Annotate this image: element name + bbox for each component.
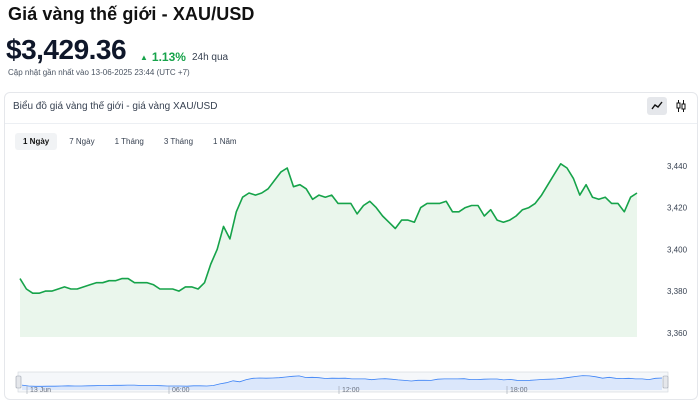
chart-title: Biểu đồ giá vàng thế giới - giá vàng XAU… — [13, 101, 218, 112]
tab-1-day[interactable]: 1 Ngày — [15, 133, 58, 150]
price-series-line — [19, 163, 638, 295]
last-updated: Cập nhật gần nhất vào 13-06-2025 23:44 (… — [8, 68, 190, 77]
line-chart-button[interactable] — [647, 97, 667, 115]
range-navigator[interactable]: 13 Jun 06:00 12:00 18:00 — [15, 371, 669, 394]
navigator-time-label: 18:00 — [510, 387, 528, 394]
navigator-left-handle[interactable] — [15, 375, 22, 389]
candlestick-icon — [676, 100, 686, 112]
y-tick-label: 3,440 — [667, 162, 688, 171]
tab-1-year[interactable]: 1 Năm — [213, 137, 237, 146]
navigator-time-labels: 13 Jun 06:00 12:00 18:00 — [26, 386, 528, 394]
navigator-line — [21, 375, 663, 387]
navigator-time-label: 12:00 — [342, 387, 360, 394]
range-tabs: 1 Ngày 7 Ngày 1 Tháng 3 Tháng 1 Năm — [15, 133, 245, 150]
change-percent: 1.13% — [151, 50, 186, 64]
up-arrow-icon: ▲ — [140, 52, 148, 62]
navigator-time-label: 06:00 — [172, 387, 190, 394]
card-divider — [5, 123, 697, 124]
price-area-fill — [20, 163, 637, 337]
navigator-time-label: 13 Jun — [30, 387, 51, 394]
navigator-right-handle[interactable] — [662, 375, 669, 389]
tab-3-months[interactable]: 3 Tháng — [163, 137, 194, 146]
change-period: 24h qua — [191, 51, 229, 63]
price-change: ▲ 1.13% 24h qua — [140, 50, 228, 64]
y-axis: 3,360 3,380 3,400 3,420 3,440 — [667, 162, 688, 338]
tab-7-days[interactable]: 7 Ngày — [69, 137, 95, 146]
candlestick-chart-button[interactable] — [671, 97, 691, 115]
current-price: $3,429.36 — [6, 34, 127, 65]
y-tick-label: 3,380 — [667, 287, 688, 296]
tab-1-month[interactable]: 1 Tháng — [114, 137, 144, 146]
page-title: Giá vàng thế giới - XAU/USD — [8, 4, 255, 24]
y-tick-label: 3,360 — [667, 329, 688, 338]
y-tick-label: 3,400 — [667, 245, 688, 254]
line-chart-icon — [651, 101, 663, 110]
chart-type-switcher — [647, 97, 691, 115]
main-plot-area — [19, 163, 638, 337]
y-tick-label: 3,420 — [667, 204, 688, 213]
